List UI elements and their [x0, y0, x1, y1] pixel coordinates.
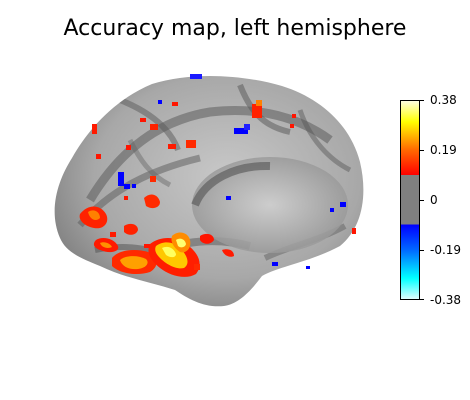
cluster-ventral-occipitotemporal [112, 232, 200, 277]
chart-title: Accuracy map, left hemisphere [63, 16, 407, 41]
colorbar-tick-label: 0.38 [430, 93, 457, 107]
cluster-fusiform [124, 194, 234, 257]
colorbar-tick-mark [420, 150, 424, 151]
cluster-inferior-temporal [93, 238, 119, 253]
cluster-small-positive [92, 100, 356, 270]
colorbar-tick-mark [420, 100, 424, 101]
colorbar-tick-label: 0.19 [430, 143, 457, 157]
cluster-anterior-temporal [79, 206, 108, 229]
colorbar-tick-mark [420, 200, 424, 201]
activation-clusters [79, 74, 356, 277]
colorbar-tick-mark [420, 299, 424, 300]
colorbar-tick-mark [420, 250, 424, 251]
brain-surface [54, 75, 364, 307]
colorbar-tick-label: -0.19 [430, 243, 462, 257]
colorbar [400, 100, 420, 300]
colorbar-tick-label: -0.38 [430, 293, 462, 307]
cluster-small-negative [118, 74, 346, 269]
colorbar-tick-label: 0 [430, 193, 438, 207]
